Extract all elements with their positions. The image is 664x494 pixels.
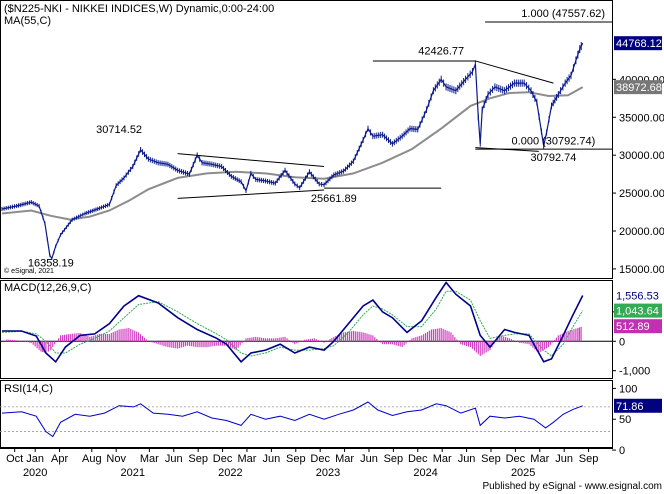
rsi-y-tick-label: 50 (619, 414, 631, 426)
x-tick-label: Dec (408, 453, 428, 465)
x-tick-label: Mar (433, 453, 452, 465)
ma-title: MA(55,C) (4, 15, 51, 27)
macd-y-tick-label: -1,000 (619, 366, 650, 378)
annotation-high-2024: 42426.77 (418, 45, 464, 57)
signal-last-value-badge-bg (614, 303, 662, 318)
x-tick-label: Jun (263, 453, 281, 465)
macd-last-value-badge-bg (614, 288, 662, 303)
x-tick-label: Jun (458, 453, 476, 465)
x-tick-label: Jan (26, 453, 44, 465)
price-y-tick-label: 15000.00 (619, 264, 664, 276)
rsi-y-tick-label: 0 (619, 445, 625, 457)
x-tick-label: Dec (310, 453, 330, 465)
annotation-fib-0-label: 0.000 (30792.74) (512, 136, 596, 148)
rsi-panel (0, 380, 613, 448)
price-line (1, 42, 584, 261)
signal-last-value-badge: 1,043.64 (616, 306, 659, 318)
annotation-fib-1-label: 1.000 (47557.62) (521, 8, 605, 20)
macd-panel (0, 280, 613, 379)
x-year-label: 2020 (23, 467, 47, 479)
x-tick-label: Jun (165, 453, 183, 465)
rsi-last-value-badge: 71.86 (616, 401, 644, 413)
ma-55-line (1, 86, 584, 221)
annotation-low-2025: 30792.74 (530, 152, 576, 164)
x-year-label: 2024 (413, 467, 437, 479)
x-tick-label: Nov (106, 453, 126, 465)
price-last-value-badge: 44768.12 (616, 38, 662, 50)
x-tick-label: Dec (506, 453, 526, 465)
price-y-tick-label: 30000.00 (619, 150, 664, 162)
x-year-label: 2023 (316, 467, 340, 479)
x-tick-label: Sep (286, 453, 306, 465)
trendline-pennant-bottom (177, 189, 325, 199)
macd-title: MACD(12,26,9,C) (4, 282, 91, 294)
price-last-value-badge-bg (614, 36, 662, 51)
annotation-low-2022: 25661.89 (311, 193, 357, 205)
rsi-last-value-badge-bg (614, 398, 662, 413)
price-panel (0, 0, 613, 279)
annotation-high-2021: 30714.52 (96, 124, 142, 136)
x-tick-label: Mar (530, 453, 549, 465)
macd-y-tick-label: 0 (619, 336, 625, 348)
rsi-line (1, 401, 583, 438)
publisher-footer: Published by eSignal - www.esignal.com (482, 481, 662, 492)
ma-last-value-badge-bg (614, 80, 662, 95)
macd-line (2, 281, 584, 364)
x-year-label: 2022 (218, 467, 242, 479)
x-year-label: 2025 (511, 467, 535, 479)
trendline-wedge-top (475, 60, 554, 84)
price-y-tick-label: 20000.00 (619, 226, 664, 238)
annotation-low-2020: 16358.19 (28, 258, 74, 270)
rsi-y-tick-label: 100 (619, 383, 637, 395)
x-tick-label: Dec (213, 453, 233, 465)
rsi-title: RSI(14,C) (4, 383, 53, 395)
x-tick-label: Jun (360, 453, 378, 465)
x-tick-label: Jun (555, 453, 573, 465)
ma-last-value-badge: 38972.68 (616, 82, 662, 94)
x-tick-label: Sep (579, 453, 599, 465)
x-tick-label: Apr (51, 453, 68, 465)
hist-last-value-badge: 512.89 (616, 321, 650, 333)
trendline-pennant-top (177, 153, 325, 168)
price-y-tick-label: 25000.00 (619, 188, 664, 200)
price-chart-title: ($N225-NKI - NIKKEI INDICES,W) Dynamic,0… (4, 3, 274, 15)
x-tick-label: Sep (384, 453, 404, 465)
x-tick-label: Mar (140, 453, 159, 465)
x-year-label: 2021 (121, 467, 145, 479)
x-tick-label: Mar (335, 453, 354, 465)
copyright-note: © eSignal, 2021 (4, 267, 54, 275)
x-tick-label: Sep (188, 453, 208, 465)
macd-last-value-badge: 1,556.53 (616, 291, 659, 303)
x-tick-label: Aug (82, 453, 102, 465)
x-tick-label: Sep (481, 453, 501, 465)
hist-last-value-badge-bg (614, 319, 662, 334)
x-tick-label: Oct (6, 453, 23, 465)
price-y-tick-label: 35000.00 (619, 112, 664, 124)
x-tick-label: Mar (237, 453, 256, 465)
